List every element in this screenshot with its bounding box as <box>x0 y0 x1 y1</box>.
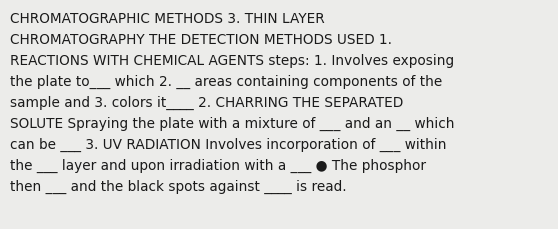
Text: sample and 3. colors it____ 2. CHARRING THE SEPARATED: sample and 3. colors it____ 2. CHARRING … <box>10 95 403 110</box>
Text: then ___ and the black spots against ____ is read.: then ___ and the black spots against ___… <box>10 179 347 193</box>
Text: REACTIONS WITH CHEMICAL AGENTS steps: 1. Involves exposing: REACTIONS WITH CHEMICAL AGENTS steps: 1.… <box>10 54 454 68</box>
Text: the plate to___ which 2. __ areas containing components of the: the plate to___ which 2. __ areas contai… <box>10 75 442 89</box>
Text: CHROMATOGRAPHY THE DETECTION METHODS USED 1.: CHROMATOGRAPHY THE DETECTION METHODS USE… <box>10 33 392 47</box>
Text: the ___ layer and upon irradiation with a ___ ● The phosphor: the ___ layer and upon irradiation with … <box>10 158 426 172</box>
Text: SOLUTE Spraying the plate with a mixture of ___ and an __ which: SOLUTE Spraying the plate with a mixture… <box>10 117 455 131</box>
Text: CHROMATOGRAPHIC METHODS 3. THIN LAYER: CHROMATOGRAPHIC METHODS 3. THIN LAYER <box>10 12 325 26</box>
Text: can be ___ 3. UV RADIATION Involves incorporation of ___ within: can be ___ 3. UV RADIATION Involves inco… <box>10 137 446 151</box>
